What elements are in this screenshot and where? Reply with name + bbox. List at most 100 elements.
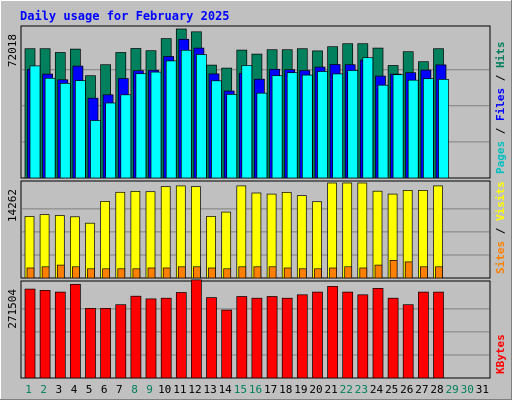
hits-pages-bar-day-22 xyxy=(347,70,359,179)
visits-sites-bar-day-21 xyxy=(329,267,337,279)
visits-visits-bar-day-18 xyxy=(281,192,292,279)
kbytes-kbytes-bar-day-12 xyxy=(191,279,202,379)
visits-sites-bar-day-23 xyxy=(359,267,368,279)
visits-sites-bar-day-26 xyxy=(404,261,413,279)
hits-pages-bar-day-27 xyxy=(423,78,434,179)
hits-pages-bar-day-13 xyxy=(211,80,222,179)
kbytes-kbytes-bar-day-2 xyxy=(39,290,51,379)
visits-visits-bar-day-12 xyxy=(191,186,201,279)
kbytes-kbytes-bar-day-26 xyxy=(402,304,414,379)
kbytes-kbytes-bar-day-10 xyxy=(160,297,172,379)
hits-pages-bar-day-17 xyxy=(271,75,283,179)
visits-visits-bar-day-14 xyxy=(221,211,232,279)
day-label: 28 xyxy=(430,383,443,396)
day-label: 23 xyxy=(355,383,368,396)
kbytes-axis-legend: KBytes xyxy=(494,334,507,374)
visits-sites-bar-day-10 xyxy=(162,267,171,279)
hits-pages-bar-day-26 xyxy=(407,79,419,179)
day-label: 4 xyxy=(71,383,78,396)
visits-sites-bar-day-4 xyxy=(72,266,80,279)
visits-sites-bar-day-25 xyxy=(389,260,398,279)
visits-sites-bar-day-18 xyxy=(283,267,292,279)
hits-pages-bar-day-21 xyxy=(332,73,343,179)
hits-pages-bar-day-10 xyxy=(165,60,177,179)
day-label: 8 xyxy=(131,383,138,396)
visits-sites-bar-day-22 xyxy=(344,266,353,279)
day-label: 10 xyxy=(158,383,171,396)
day-label: 26 xyxy=(400,383,413,396)
chart-title: Daily usage for February 2025 xyxy=(20,9,230,23)
day-label: 6 xyxy=(101,383,108,396)
kbytes-kbytes-bar-day-27 xyxy=(418,291,429,379)
kbytes-kbytes-bar-day-23 xyxy=(357,294,369,379)
day-label: 15 xyxy=(234,383,247,396)
day-label: 18 xyxy=(279,383,292,396)
kbytes-kbytes-bar-day-11 xyxy=(175,292,187,379)
kbytes-kbytes-bar-day-5 xyxy=(85,308,96,379)
visits-sites-bar-day-12 xyxy=(193,266,201,279)
day-label: 22 xyxy=(340,383,353,396)
hits-pages-bar-day-9 xyxy=(150,71,162,179)
visits-visits-bar-day-21 xyxy=(327,182,337,279)
day-label: 3 xyxy=(55,383,62,396)
visits-sites-bar-day-7 xyxy=(117,268,126,279)
day-label: 29 xyxy=(446,383,459,396)
day-label: 24 xyxy=(370,383,384,396)
visits-sites-bar-day-1 xyxy=(26,267,35,279)
day-label: 16 xyxy=(249,383,262,396)
visits-visits-bar-day-6 xyxy=(100,201,110,279)
visits-visits-bar-day-11 xyxy=(175,185,186,279)
visits-sites-bar-day-3 xyxy=(56,264,65,279)
kbytes-kbytes-bar-day-17 xyxy=(266,296,278,379)
visits-panel: 14262 Sites / Visits xyxy=(6,180,507,279)
visits-series-sites xyxy=(26,260,443,279)
hits-pages-bar-day-11 xyxy=(180,49,192,179)
visits-max-label: 14262 xyxy=(6,189,19,222)
day-label: 27 xyxy=(415,383,428,396)
kbytes-kbytes-bar-day-28 xyxy=(433,291,444,379)
kbytes-kbytes-bar-day-25 xyxy=(387,297,399,379)
visits-visits-bar-day-20 xyxy=(312,201,322,279)
kbytes-series-kbytes xyxy=(24,279,444,379)
hits-pages-bar-day-18 xyxy=(286,72,298,179)
hits-pages-bar-day-8 xyxy=(135,73,147,179)
visits-sites-bar-day-16 xyxy=(253,266,262,279)
hits-axis-legend-part: Hits xyxy=(494,42,507,69)
visits-sites-bar-day-27 xyxy=(420,266,428,279)
hits-axis-legend-part: / xyxy=(494,68,507,88)
kbytes-axis-legend-part: KBytes xyxy=(494,334,507,374)
hits-pages-bar-day-20 xyxy=(317,71,328,179)
hits-max-label: 72018 xyxy=(6,34,19,67)
kbytes-kbytes-bar-day-9 xyxy=(145,298,157,379)
day-label: 17 xyxy=(264,383,277,396)
visits-sites-bar-day-2 xyxy=(41,266,50,279)
visits-sites-bar-day-24 xyxy=(374,264,383,279)
hits-pages-bar-day-1 xyxy=(29,65,41,179)
kbytes-kbytes-bar-day-18 xyxy=(281,297,293,379)
visits-visits-bar-day-9 xyxy=(145,191,156,279)
visits-visits-bar-day-27 xyxy=(418,190,428,279)
kbytes-panel: 271504 KBytes xyxy=(6,279,507,379)
hits-pages-bar-day-24 xyxy=(377,84,389,179)
hits-pages-bar-day-23 xyxy=(362,57,374,179)
visits-sites-bar-day-15 xyxy=(238,266,247,279)
hits-pages-bar-day-3 xyxy=(59,83,71,179)
kbytes-kbytes-bar-day-24 xyxy=(372,288,384,379)
hits-panel: 72018 Pages / Files / Hits xyxy=(6,25,507,179)
visits-visits-bar-day-19 xyxy=(296,195,307,279)
visits-visits-bar-day-23 xyxy=(357,182,368,279)
hits-pages-bar-day-15 xyxy=(241,65,253,179)
visits-axis-legend-part: Visits xyxy=(494,181,507,221)
hits-series-pages xyxy=(29,49,449,179)
kbytes-kbytes-bar-day-1 xyxy=(24,288,36,379)
kbytes-kbytes-bar-day-3 xyxy=(54,291,66,379)
hits-pages-bar-day-16 xyxy=(256,92,268,179)
visits-visits-bar-day-16 xyxy=(251,192,262,279)
hits-pages-bar-day-5 xyxy=(90,120,101,179)
hits-pages-bar-day-2 xyxy=(44,77,56,179)
day-label: 7 xyxy=(116,383,123,396)
visits-visits-bar-day-10 xyxy=(160,186,171,279)
hits-axis-legend-part: Pages xyxy=(494,141,507,174)
kbytes-kbytes-bar-day-6 xyxy=(100,308,111,379)
